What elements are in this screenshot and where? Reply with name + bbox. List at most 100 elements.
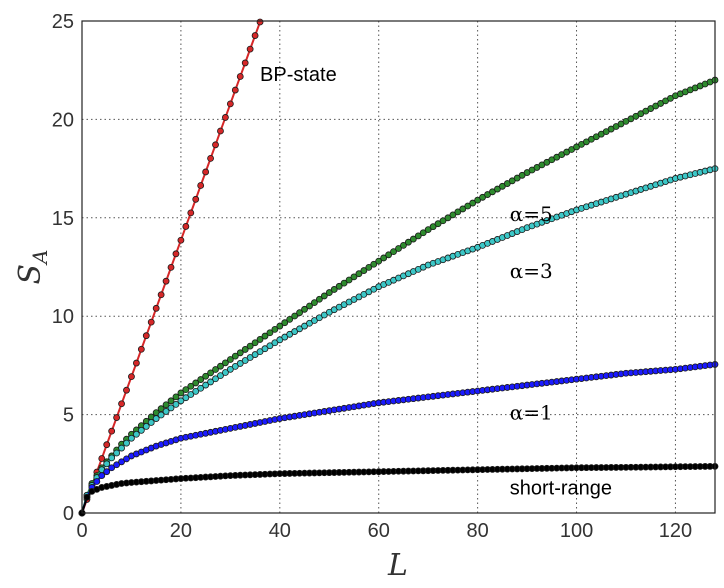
- data-point: [340, 279, 348, 287]
- series-line: [81, 79, 716, 514]
- data-point: [276, 322, 284, 330]
- data-point: [202, 372, 210, 380]
- data-point: [380, 254, 388, 262]
- data-point: [103, 468, 111, 476]
- data-point: [390, 248, 397, 256]
- data-point: [187, 391, 195, 398]
- data-point: [157, 411, 165, 419]
- data-point: [261, 332, 269, 340]
- data-point: [172, 393, 180, 401]
- series-annotation: short-range: [510, 477, 612, 499]
- data-point: [123, 439, 130, 447]
- data-point: [197, 182, 205, 189]
- x-tick-label: 0: [76, 520, 87, 542]
- x-tick-label: 40: [269, 520, 291, 542]
- data-point: [246, 45, 254, 53]
- data-point: [370, 260, 378, 268]
- data-point: [365, 263, 373, 271]
- data-point: [281, 319, 289, 327]
- data-point: [187, 382, 195, 390]
- data-point: [108, 454, 116, 462]
- data-point: [345, 276, 353, 284]
- series-annotation: α=1: [510, 401, 553, 425]
- data-point: [132, 430, 140, 438]
- y-axis-label-main: S: [13, 264, 48, 285]
- data-point: [449, 211, 457, 219]
- data-point: [464, 202, 472, 210]
- x-tick-label: 120: [659, 520, 692, 542]
- data-point: [301, 305, 308, 313]
- data-point: [212, 366, 219, 373]
- data-point: [414, 232, 422, 240]
- data-point: [93, 478, 101, 485]
- data-point: [434, 220, 442, 228]
- data-point: [212, 375, 219, 383]
- data-point: [251, 351, 259, 358]
- y-axis-label: SA: [13, 249, 52, 284]
- data-point: [355, 270, 363, 278]
- data-point: [162, 408, 170, 415]
- data-point: [400, 241, 407, 249]
- data-point: [182, 223, 190, 230]
- data-point: [236, 73, 244, 80]
- data-point: [182, 394, 190, 402]
- x-tick-label: 80: [467, 520, 489, 542]
- data-point: [147, 318, 155, 326]
- data-point: [177, 397, 185, 405]
- data-point: [315, 295, 323, 303]
- data-point: [192, 379, 200, 387]
- data-point: [192, 387, 200, 395]
- data-point: [266, 329, 274, 337]
- series-2: [78, 165, 719, 517]
- data-point: [429, 223, 437, 231]
- data-point: [256, 336, 264, 343]
- data-point: [217, 362, 224, 370]
- data-point: [217, 127, 224, 135]
- data-point: [311, 299, 318, 307]
- data-point: [469, 199, 477, 207]
- series-1: [78, 76, 719, 517]
- data-point: [108, 464, 116, 472]
- data-point: [113, 414, 121, 421]
- data-point: [137, 345, 145, 353]
- data-point: [98, 455, 106, 462]
- data-point: [226, 100, 234, 108]
- data-point: [103, 460, 111, 468]
- data-point: [98, 472, 106, 480]
- data-point: [385, 251, 393, 259]
- data-point: [296, 309, 303, 317]
- data-point: [162, 277, 170, 285]
- data-point: [246, 354, 254, 361]
- series-annotation: BP-state: [260, 64, 337, 86]
- data-point: [256, 18, 264, 26]
- data-point: [118, 400, 125, 408]
- data-point: [162, 401, 170, 409]
- data-point: [286, 315, 294, 323]
- data-point: [197, 376, 205, 383]
- data-point: [142, 423, 150, 430]
- data-point: [167, 263, 175, 271]
- data-point: [261, 345, 269, 353]
- data-point: [202, 381, 210, 389]
- y-tick-label: 10: [52, 306, 74, 328]
- data-point: [306, 302, 313, 310]
- data-point: [113, 449, 121, 457]
- data-point: [212, 141, 219, 149]
- data-point: [123, 455, 130, 463]
- data-point: [236, 349, 244, 357]
- y-tick-label: 20: [52, 109, 74, 131]
- x-tick-label: 60: [368, 520, 390, 542]
- data-point: [192, 195, 200, 203]
- data-point: [137, 426, 145, 434]
- y-tick-label: 0: [63, 503, 74, 525]
- data-point: [459, 205, 467, 213]
- data-point: [83, 493, 91, 501]
- data-point: [167, 404, 175, 412]
- data-point: [222, 114, 229, 121]
- y-axis-label-sub: A: [28, 249, 52, 265]
- data-point: [271, 339, 279, 347]
- data-point: [128, 434, 135, 442]
- tick-labels: 0 20 40 60 80 100 120 0 5 10 15 20 25: [52, 11, 692, 542]
- data-point: [360, 267, 368, 274]
